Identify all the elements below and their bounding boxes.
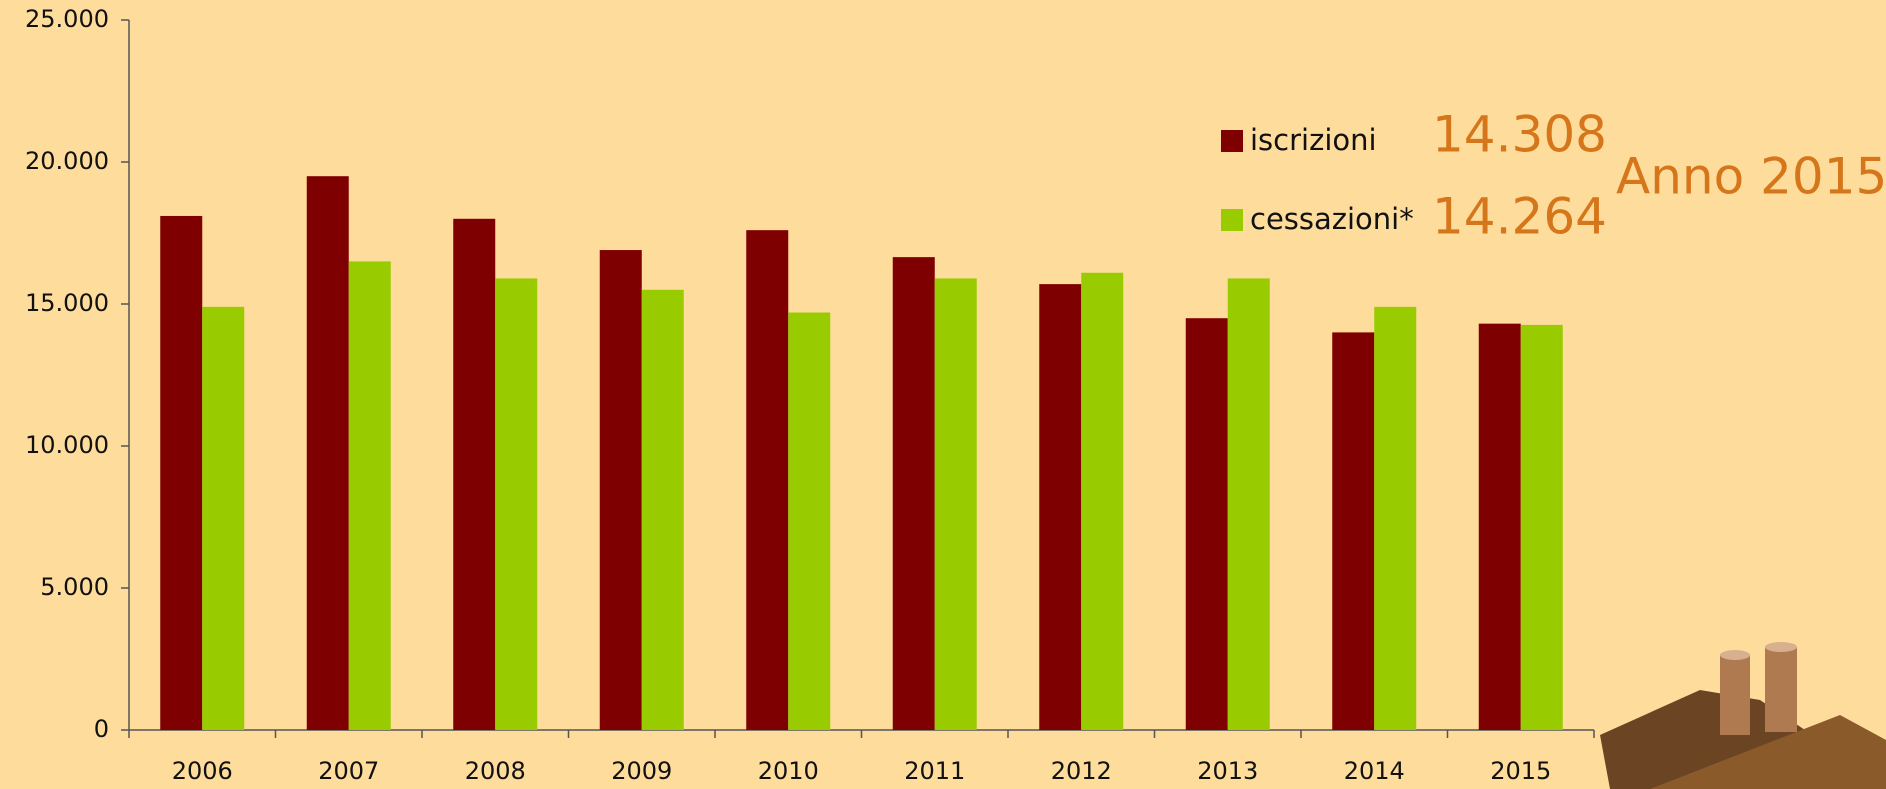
- annotation: 14.264: [1432, 188, 1607, 246]
- x-tick-label: 2009: [611, 757, 672, 785]
- x-tick-label: 2012: [1051, 757, 1112, 785]
- bar: [1227, 278, 1270, 730]
- bar: [788, 312, 831, 730]
- legend-label: iscrizioni: [1250, 123, 1377, 157]
- y-tick-label: 0: [94, 715, 109, 743]
- bar: [160, 215, 203, 730]
- x-tick-label: 2010: [758, 757, 819, 785]
- y-tick-label: 10.000: [25, 431, 109, 459]
- bar: [348, 261, 391, 730]
- x-tick-label: 2011: [904, 757, 965, 785]
- bar: [1081, 272, 1124, 730]
- bar: [746, 230, 789, 730]
- y-tick-label: 15.000: [25, 289, 109, 317]
- legend-label: cessazioni*: [1250, 202, 1414, 236]
- bar: [599, 250, 642, 731]
- y-tick-label: 25.000: [25, 5, 109, 33]
- bar: [1332, 332, 1375, 730]
- bar: [495, 278, 538, 730]
- bar: [1374, 306, 1417, 730]
- y-tick-label: 20.000: [25, 147, 109, 175]
- bar: [934, 278, 977, 730]
- bar: [892, 257, 935, 730]
- x-tick-label: 2006: [172, 757, 233, 785]
- x-tick-label: 2014: [1344, 757, 1405, 785]
- bar: [453, 218, 496, 731]
- bar: [1185, 318, 1228, 730]
- annotation: Anno 2015: [1616, 148, 1886, 206]
- y-tick-label: 5.000: [40, 573, 109, 601]
- bar: [641, 289, 684, 730]
- bar: [202, 306, 245, 730]
- legend-swatch: [1221, 130, 1243, 152]
- bar: [1039, 284, 1082, 730]
- x-tick-label: 2008: [465, 757, 526, 785]
- factory-icon: [1600, 642, 1886, 789]
- legend-swatch: [1221, 209, 1243, 231]
- x-tick-label: 2015: [1490, 757, 1551, 785]
- bar: [306, 176, 349, 730]
- x-tick-label: 2013: [1197, 757, 1258, 785]
- bar: [1520, 324, 1563, 730]
- x-tick-label: 2007: [318, 757, 379, 785]
- bar: [1478, 323, 1521, 730]
- annotation: 14.308: [1432, 106, 1607, 164]
